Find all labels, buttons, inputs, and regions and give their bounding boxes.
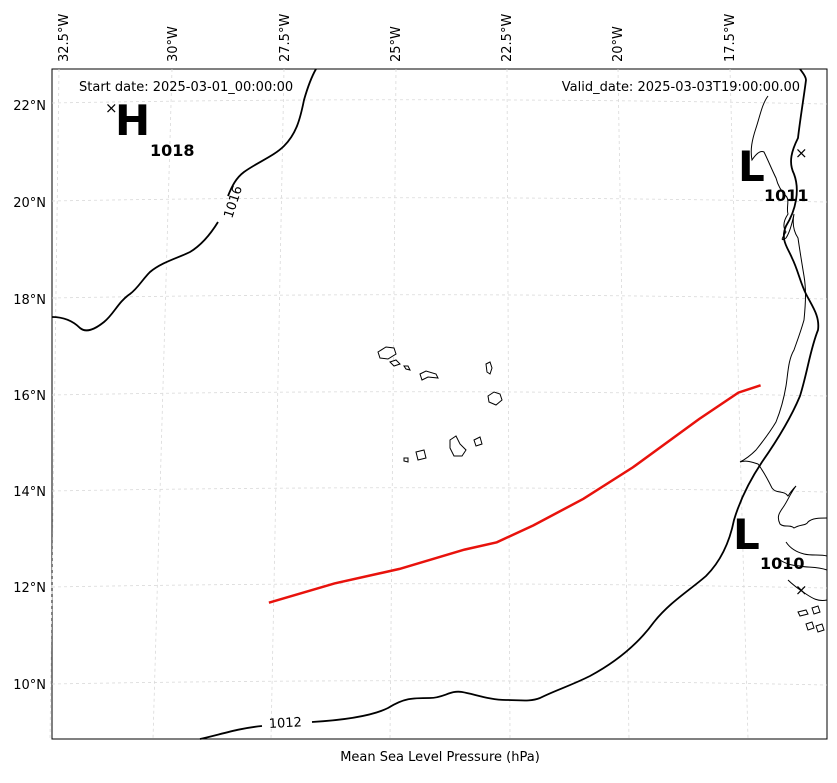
gambia-coast [779, 541, 828, 571]
graticule [49, 68, 828, 740]
center-value-low: 1011 [764, 186, 809, 205]
center-marker: × [105, 99, 118, 117]
lat-tick-label: 16°N [13, 389, 46, 404]
pressure-center-low-south: × L 1010 [733, 510, 808, 599]
lon-tick-label: 27.5°W [278, 14, 293, 62]
lon-tick-label: 30°W [166, 26, 181, 62]
map-xlabel: Mean Sea Level Pressure (hPa) [340, 750, 540, 765]
lon-tick-label: 22.5°W [500, 14, 515, 62]
center-letter-low: L [738, 142, 765, 191]
isobar-1016 [51, 68, 317, 332]
center-value-high: 1018 [150, 141, 195, 160]
pressure-center-high: × H 1018 [105, 96, 195, 160]
center-letter-high: H [115, 96, 150, 145]
pressure-center-low-north: × L 1011 [738, 142, 809, 205]
lat-tick-label: 14°N [13, 485, 46, 500]
bijagos-islands [797, 605, 825, 633]
center-marker: × [795, 581, 808, 599]
center-value-low: 1010 [760, 554, 805, 573]
lon-tick-labels: 32.5°W 30°W 27.5°W 25°W 22.5°W 20°W 17.5… [57, 14, 738, 62]
lat-tick-labels: 22°N 20°N 18°N 16°N 14°N 12°N 10°N [13, 99, 46, 693]
lat-tick-label: 20°N [13, 196, 46, 211]
lon-tick-label: 20°W [611, 26, 626, 62]
isobar-1012 [199, 68, 820, 740]
valid-date-label: Valid_date: 2025-03-03T19:00:00.00 [562, 80, 800, 95]
lat-tick-label: 12°N [13, 581, 46, 596]
lat-tick-label: 18°N [13, 293, 46, 308]
lat-tick-label: 10°N [13, 678, 46, 693]
lon-tick-label: 17.5°W [723, 14, 738, 62]
guinea-bissau-coast [787, 579, 828, 601]
lon-tick-label: 32.5°W [57, 14, 72, 62]
cape-verde-islands [377, 346, 503, 463]
lon-tick-label: 25°W [389, 26, 404, 62]
start-date-label: Start date: 2025-03-01_00:00:00 [79, 80, 293, 95]
lat-tick-label: 22°N [13, 99, 46, 114]
isobars [51, 68, 820, 740]
africa-coast [739, 95, 828, 529]
coastline [739, 95, 828, 633]
isobar-label-1012: 1012 [268, 715, 302, 732]
center-letter-low: L [733, 510, 760, 559]
center-marker: × [795, 144, 808, 162]
map-frame [51, 68, 828, 740]
storm-track [268, 384, 761, 604]
